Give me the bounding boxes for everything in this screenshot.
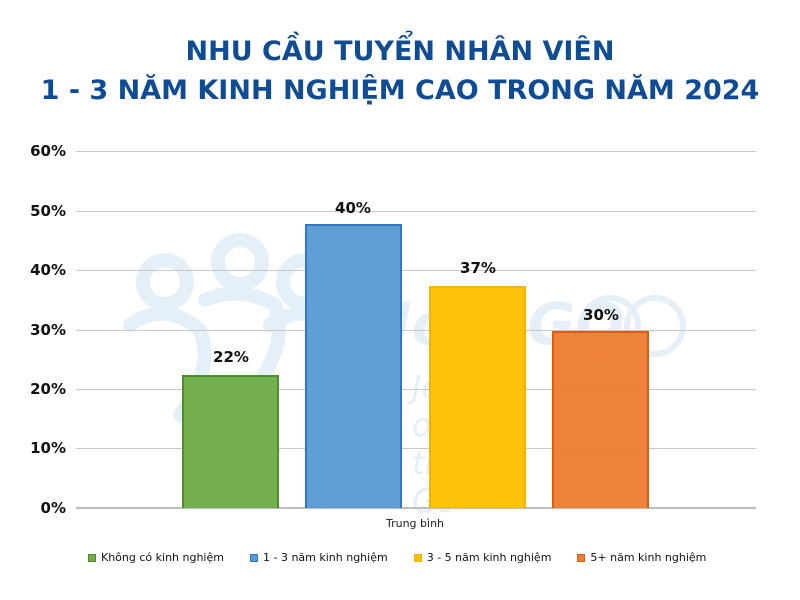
legend-item-5-plus: 5+ năm kinh nghiệm	[577, 551, 706, 564]
y-tick-60: 60%	[30, 142, 66, 160]
x-axis-baseline	[76, 507, 756, 509]
y-tick-30: 30%	[30, 321, 66, 339]
gridline-30	[76, 330, 756, 331]
bar-label-5-plus: 30%	[583, 306, 619, 324]
y-tick-40: 40%	[30, 261, 66, 279]
legend-item-3-5: 3 - 5 năm kinh nghiệm	[413, 551, 552, 564]
gridline-10	[76, 448, 756, 449]
bar-5-plus-nam	[552, 331, 649, 508]
legend-label: 1 - 3 năm kinh nghiệm	[262, 551, 388, 564]
gridline-40	[76, 270, 756, 271]
chart-title: NHU CẦU TUYỂN NHÂN VIÊN 1 - 3 NĂM KINH N…	[0, 32, 800, 110]
gridline-20	[76, 389, 756, 390]
y-tick-10: 10%	[30, 439, 66, 457]
bar-khong-co-kinh-nghiem	[182, 375, 279, 508]
legend: Không có kinh nghiệm 1 - 3 năm kinh nghi…	[88, 551, 706, 564]
bar-label-3-5: 37%	[460, 259, 496, 277]
y-tick-0: 0%	[40, 499, 66, 517]
legend-item-khong-co: Không có kinh nghiệm	[88, 551, 224, 564]
legend-label: Không có kinh nghiệm	[101, 551, 224, 564]
bar-1-3-nam	[305, 224, 402, 508]
x-category-label: Trung bình	[385, 517, 445, 530]
y-tick-50: 50%	[30, 202, 66, 220]
legend-swatch-orange-icon	[577, 553, 586, 562]
y-tick-20: 20%	[30, 380, 66, 398]
legend-swatch-yellow-icon	[413, 553, 422, 562]
gridline-60	[76, 151, 756, 152]
legend-swatch-green-icon	[88, 553, 96, 562]
bar-label-1-3: 40%	[335, 199, 371, 217]
legend-swatch-blue-icon	[249, 553, 258, 562]
bar-3-5-nam	[429, 286, 526, 508]
legend-item-1-3: 1 - 3 năm kinh nghiệm	[249, 551, 388, 564]
legend-label: 3 - 5 năm kinh nghiệm	[426, 551, 552, 564]
chart-title-line-2: 1 - 3 NĂM KINH NGHIỆM CAO TRONG NĂM 2024	[40, 75, 760, 106]
chart-title-line-1: NHU CẦU TUYỂN NHÂN VIÊN	[185, 36, 615, 67]
bar-label-khong-co: 22%	[213, 348, 249, 366]
legend-label: 5+ năm kinh nghiệm	[590, 551, 707, 564]
gridline-50	[76, 211, 756, 212]
